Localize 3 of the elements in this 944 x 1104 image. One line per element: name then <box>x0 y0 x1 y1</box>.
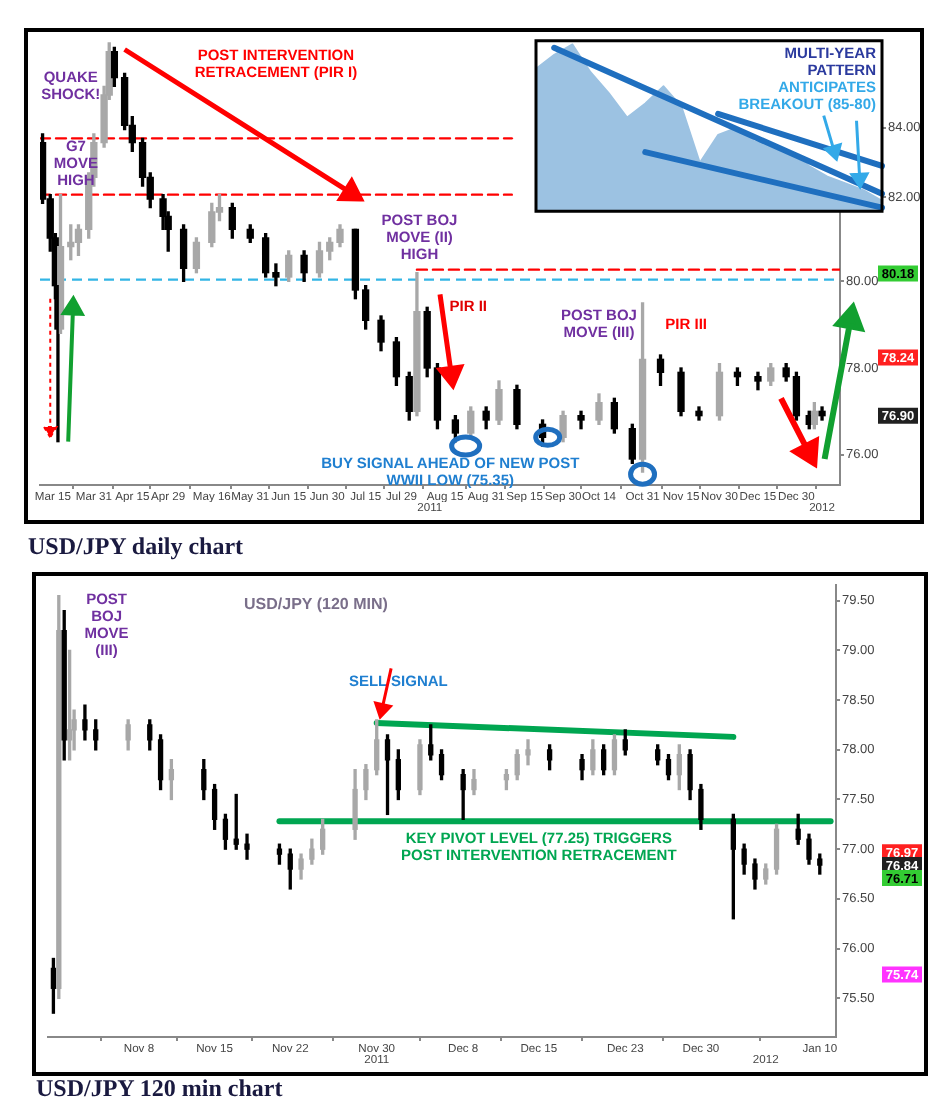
text: USD/JPY daily chart <box>28 532 244 562</box>
text: USD/JPY 120 min chart <box>36 1074 283 1104</box>
text: USD/JPY (120 MIN) <box>244 595 389 614</box>
